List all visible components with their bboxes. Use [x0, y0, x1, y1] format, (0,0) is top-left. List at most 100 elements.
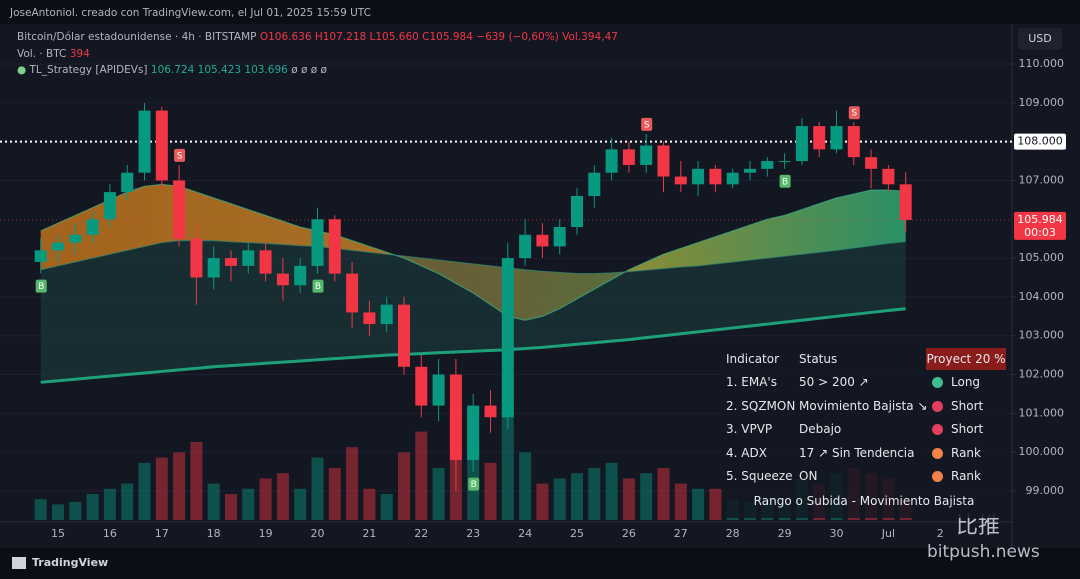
candle-body	[173, 180, 186, 239]
table-cell: ON	[799, 469, 818, 483]
volume-bar	[640, 473, 653, 520]
table-cell: Rank	[951, 469, 981, 483]
candle-body	[121, 172, 134, 193]
candle-body	[363, 312, 376, 325]
candle-body	[103, 192, 116, 220]
x-tick-label: 23	[466, 527, 480, 540]
candle-body	[605, 149, 618, 173]
ohlc: H107.218	[314, 31, 367, 43]
last-price-box	[1014, 211, 1066, 240]
volume: Vol.394,47	[562, 31, 618, 43]
candle-body	[69, 234, 82, 243]
signal-box	[174, 148, 186, 162]
countdown: 00:03	[1024, 226, 1056, 239]
volume-bar	[605, 462, 618, 520]
table-cell: Short	[951, 398, 984, 413]
table-cell: Rank	[951, 445, 981, 460]
volume-bar	[536, 483, 549, 520]
price-line-label: 108.000	[1017, 135, 1063, 148]
candle-body	[726, 172, 739, 185]
y-tick-label: 103.000	[1019, 329, 1065, 342]
volume-bar	[571, 473, 583, 520]
volume-bar	[380, 494, 393, 520]
x-tick-label: 20	[311, 527, 325, 540]
signal-box	[779, 174, 791, 188]
watermark-logo: 比推	[956, 514, 1000, 539]
table-cell: 4. ADX	[726, 445, 767, 460]
candle-body	[674, 176, 687, 185]
volume-bar	[190, 442, 203, 520]
volume-bar	[121, 483, 134, 520]
volume-bar	[155, 457, 168, 520]
signal-label: S	[851, 109, 857, 119]
signal-box	[641, 117, 653, 131]
signal-label: B	[315, 282, 321, 292]
candle-body	[190, 238, 203, 278]
volume-bar	[398, 452, 410, 520]
candle-body	[692, 168, 705, 185]
signal-label: S	[177, 151, 183, 161]
strategy-name: TL_Strategy [APIDEVs]	[29, 64, 148, 76]
table-cell: 5. Squeeze	[726, 469, 793, 483]
status-dot	[932, 471, 943, 482]
volume-bar	[34, 499, 47, 520]
strategy-legend: ● TL_Strategy [APIDEVs] 106.724 105.423 …	[17, 64, 327, 76]
candle-body	[761, 161, 774, 169]
candle-body	[415, 366, 428, 406]
ema-band	[40, 184, 906, 321]
price-line-box	[1014, 133, 1066, 150]
signal-label: B	[471, 480, 477, 490]
last-price-label: 105.984	[1017, 213, 1063, 226]
ohlc: C105.984	[422, 31, 473, 43]
y-tick-label: 99.000	[1026, 484, 1065, 497]
volume-bar	[294, 488, 307, 520]
volume-bar	[501, 400, 514, 520]
ema-lower-band	[40, 240, 906, 383]
signal-box	[312, 279, 324, 293]
signal-box	[35, 279, 47, 293]
top-bar	[0, 0, 1080, 24]
table-cell: 17 ↗ Sin Tendencia	[799, 445, 915, 460]
x-tick-label: 22	[414, 527, 428, 540]
table-cell: 50 > 200 ↗	[799, 375, 869, 389]
candle-body	[225, 258, 237, 266]
candle-body	[207, 258, 220, 278]
candle-body	[380, 304, 393, 325]
table-footer: Rango o Subida - Movimiento Bajista	[753, 494, 975, 508]
y-tick-label: 102.000	[1019, 368, 1065, 381]
candle-body	[86, 219, 99, 235]
currency-button[interactable]	[1018, 28, 1062, 50]
volume-bar	[588, 468, 601, 520]
candle-body	[346, 273, 359, 313]
candle-body	[398, 304, 410, 367]
x-tick-label: 30	[830, 527, 844, 540]
candle-body	[709, 168, 722, 185]
volume-bar	[173, 452, 186, 520]
x-tick-label: 2	[937, 527, 944, 540]
volume-bar	[103, 488, 116, 520]
table-cell: Long	[951, 375, 981, 389]
table-header: Status	[799, 352, 838, 366]
x-tick-label: 15	[51, 527, 65, 540]
candle-body	[449, 374, 462, 460]
candle-body	[847, 126, 860, 158]
table-cell: 3. VPVP	[726, 422, 773, 436]
volume-bar	[346, 447, 359, 520]
candle-body	[242, 250, 255, 266]
volume-bar	[328, 468, 341, 520]
currency[interactable]: USD	[1028, 32, 1052, 45]
signal-label: S	[644, 120, 650, 130]
volume-bar	[553, 478, 566, 520]
volume-bar	[259, 478, 272, 520]
y-tick-label: 109.000	[1019, 96, 1065, 109]
volume-bar	[674, 483, 687, 520]
signal-box	[848, 106, 860, 120]
candle-body	[588, 172, 601, 196]
header: JoseAntoniol. creado con TradingView.com…	[9, 7, 371, 19]
table-cell: 2. SQZMON	[726, 398, 796, 413]
y-tick-label: 101.000	[1019, 406, 1065, 419]
candle-body	[865, 157, 878, 169]
table-header: Indicator	[726, 352, 780, 366]
volume-bar	[692, 488, 705, 520]
x-tick-label: 19	[259, 527, 273, 540]
